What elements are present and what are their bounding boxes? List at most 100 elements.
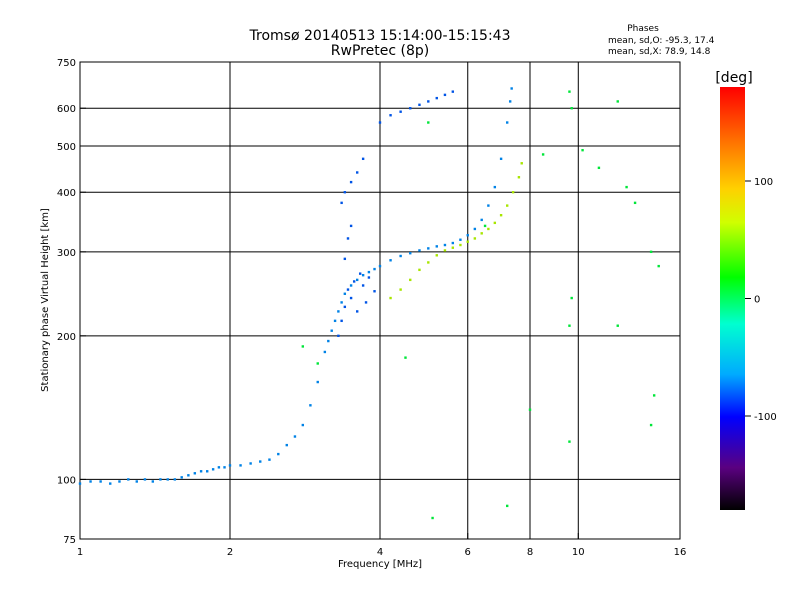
data-point — [180, 476, 183, 479]
y-tick-label: 75 — [63, 535, 76, 546]
x-tick-label: 4 — [377, 547, 383, 558]
colorbar-tick-label: 0 — [754, 295, 760, 306]
data-point — [340, 201, 343, 205]
data-point — [451, 241, 455, 245]
data-point — [333, 319, 337, 323]
data-point — [451, 246, 455, 249]
data-point — [427, 247, 430, 250]
data-point — [340, 301, 343, 304]
stats-line-o: mean, sd,O: -95.3, 17.4 — [608, 36, 715, 46]
data-point — [228, 464, 232, 467]
data-point — [435, 254, 438, 257]
data-point — [239, 464, 242, 467]
data-point — [277, 452, 280, 456]
data-point — [625, 185, 628, 189]
data-point — [323, 350, 327, 354]
data-point — [159, 478, 162, 481]
data-point — [285, 443, 288, 447]
data-point — [443, 93, 447, 97]
data-point — [343, 257, 347, 261]
data-point — [199, 470, 203, 473]
data-point — [259, 460, 262, 463]
data-point — [399, 288, 402, 291]
data-point — [427, 261, 430, 264]
data-point — [367, 270, 371, 274]
data-point — [505, 121, 509, 124]
data-point — [187, 474, 190, 477]
data-point — [568, 90, 571, 93]
data-point — [480, 218, 483, 222]
data-point — [493, 221, 497, 225]
data-point — [466, 234, 469, 237]
data-point — [493, 185, 497, 189]
y-tick-label: 400 — [57, 188, 76, 199]
data-point — [633, 201, 637, 205]
data-point — [431, 516, 434, 520]
data-point — [389, 259, 392, 262]
data-point — [568, 324, 571, 327]
data-point — [483, 224, 487, 228]
data-point — [349, 224, 353, 228]
data-point — [346, 288, 350, 291]
data-point — [337, 334, 340, 338]
data-point — [361, 284, 365, 287]
data-point — [151, 480, 155, 483]
data-point — [364, 301, 368, 304]
data-point — [505, 204, 509, 207]
data-point — [570, 107, 573, 110]
chart-title: Tromsø 20140513 15:14:00-15:15:43 — [249, 28, 511, 44]
data-point — [418, 103, 421, 107]
data-point — [109, 482, 112, 485]
data-point — [135, 480, 138, 483]
y-tick-label: 300 — [57, 248, 76, 259]
data-point — [443, 249, 447, 252]
data-point — [346, 237, 350, 240]
data-point — [268, 458, 271, 461]
x-tick-label: 8 — [527, 547, 533, 558]
data-point — [568, 440, 571, 443]
data-point — [301, 345, 305, 348]
data-point — [309, 404, 312, 407]
data-point — [378, 264, 382, 268]
y-tick-label: 100 — [57, 475, 76, 486]
data-point — [316, 362, 319, 365]
data-point — [217, 466, 221, 469]
data-point — [581, 148, 584, 152]
data-point — [427, 100, 430, 103]
y-tick-label: 750 — [57, 58, 76, 69]
data-point — [223, 466, 226, 469]
data-point — [355, 171, 359, 174]
y-tick-label: 500 — [57, 142, 76, 153]
data-point — [99, 480, 102, 483]
data-point — [616, 324, 619, 327]
colorbar-label: [deg] — [715, 70, 752, 86]
data-point — [127, 478, 130, 481]
data-point — [293, 435, 297, 438]
y-axis-label: Stationary phase Virtual Height [km] — [40, 208, 51, 392]
data-point — [418, 249, 421, 252]
data-point — [508, 100, 512, 103]
data-point — [373, 290, 376, 293]
data-point — [78, 482, 82, 485]
stats-title: Phases — [627, 24, 659, 34]
data-point — [466, 240, 469, 243]
data-point — [487, 204, 490, 207]
colorbar-tick-label: 100 — [754, 177, 773, 188]
data-point — [510, 87, 513, 90]
x-tick-label: 1 — [77, 547, 83, 558]
data-point — [427, 121, 430, 124]
data-point — [399, 254, 402, 258]
data-point — [389, 114, 392, 117]
data-point — [327, 339, 330, 343]
data-point — [211, 468, 215, 471]
data-point — [343, 191, 347, 194]
data-point — [349, 284, 353, 287]
data-point — [499, 214, 503, 217]
data-point — [349, 180, 353, 184]
data-point — [361, 273, 365, 277]
colorbar-tick-label: -100 — [754, 412, 777, 423]
data-point — [389, 296, 392, 300]
y-tick-label: 200 — [57, 332, 76, 343]
data-point — [205, 470, 209, 473]
